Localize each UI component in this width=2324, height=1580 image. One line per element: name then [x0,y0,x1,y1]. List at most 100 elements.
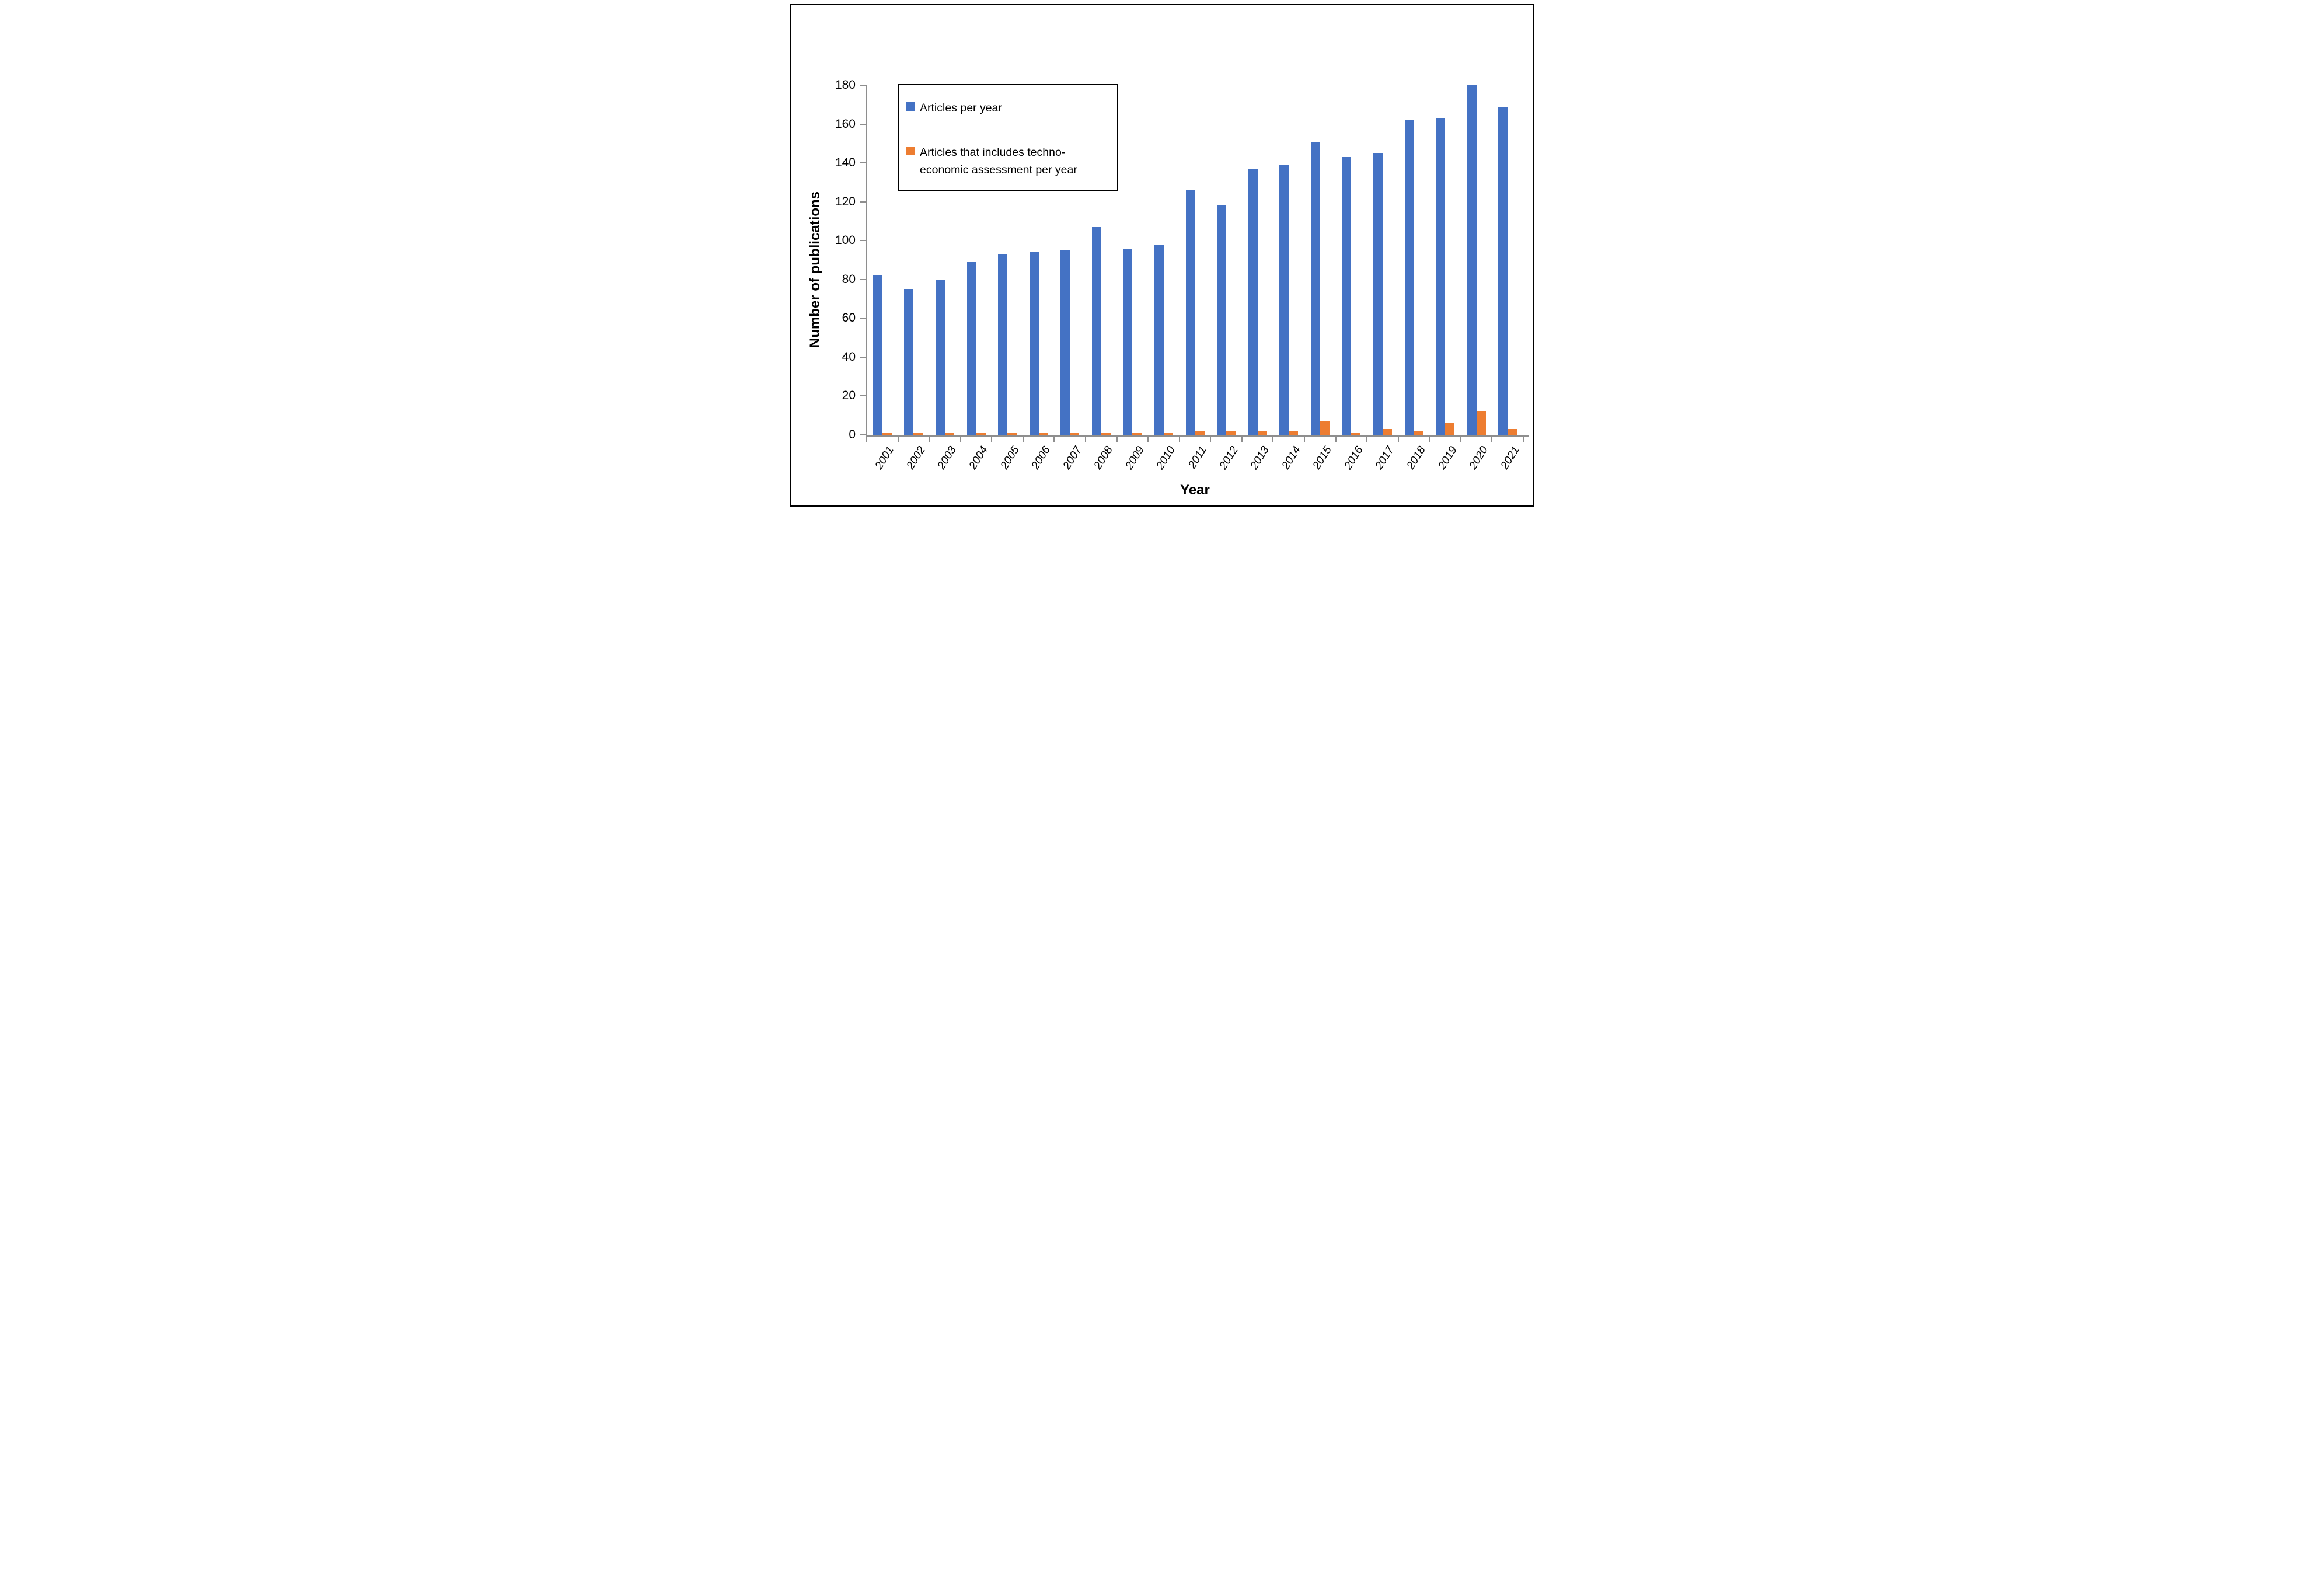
bar-articles-2009 [1123,248,1133,435]
plot-area: 0 20 40 60 80 100 120 140 160 180 2001 2002 2003 2004… [791,5,1533,505]
x-axis-tick [1491,437,1493,442]
x-axis-tick [1147,437,1149,442]
bar-tea-2015 [1320,421,1330,435]
x-tick-label-2010: 2010 [1154,444,1178,472]
x-axis-tick [1022,437,1024,442]
x-tick-label-2002: 2002 [904,444,928,472]
x-tick-label-2018: 2018 [1404,444,1428,472]
bar-tea-2016 [1351,433,1361,435]
bar-tea-2017 [1382,429,1392,435]
x-axis-tick [897,437,899,442]
bar-tea-2014 [1289,431,1299,435]
y-tick-label: 60 [842,311,856,325]
x-axis-tick [1460,437,1461,442]
x-tick-label-2004: 2004 [966,444,990,472]
x-axis-tick [1053,437,1055,442]
bar-tea-2013 [1257,431,1267,435]
x-axis-tick [1272,437,1274,442]
y-tick-label: 160 [835,117,856,131]
bar-articles-2015 [1310,141,1320,435]
x-tick-label-2015: 2015 [1310,444,1335,472]
bar-articles-2010 [1154,244,1164,435]
y-tick-label: 0 [849,428,856,441]
x-axis-tick [866,437,867,442]
bar-articles-2004 [966,261,976,435]
bar-articles-2008 [1091,226,1101,435]
x-tick-label-2019: 2019 [1436,444,1460,472]
bar-tea-2007 [1070,433,1080,435]
x-axis-tick [1210,437,1212,442]
bar-articles-2020 [1467,85,1477,435]
bar-articles-2005 [998,254,1008,435]
legend-label: Articles that includes techno-economic a… [920,146,1077,177]
bar-tea-2008 [1101,433,1111,435]
y-tick-label: 20 [842,389,856,403]
x-tick-label-2007: 2007 [1060,444,1084,472]
x-tick-label-2003: 2003 [935,444,959,472]
bar-tea-2012 [1226,431,1236,435]
y-axis-tick [860,240,866,242]
x-axis-tick [1335,437,1337,442]
x-tick-label-2011: 2011 [1186,444,1209,471]
x-axis-tick [1116,437,1118,442]
x-tick-label-2001: 2001 [873,444,897,472]
x-tick-label-2016: 2016 [1342,444,1366,472]
bar-tea-2002 [913,433,923,435]
legend: Articles per year Articles that includes… [898,84,1118,191]
bar-tea-2003 [944,433,954,435]
y-tick-label: 100 [835,233,856,247]
y-axis-line [866,85,867,437]
x-axis-tick [1523,437,1524,442]
x-axis-tick [1241,437,1243,442]
y-axis-tick [860,123,866,125]
x-axis-line [866,435,1529,437]
y-axis-tick [860,162,866,164]
bar-tea-2018 [1414,431,1423,435]
bar-tea-2009 [1132,433,1142,435]
bar-tea-2004 [976,433,986,435]
bar-articles-2001 [873,275,882,435]
x-tick-label-2014: 2014 [1279,444,1303,472]
x-axis-tick [1085,437,1086,442]
y-tick-label: 80 [842,272,856,286]
legend-label: Articles per year [920,102,1002,114]
x-axis-tick [959,437,961,442]
x-axis-tick [929,437,930,442]
bar-tea-2019 [1445,423,1455,435]
x-tick-label-2008: 2008 [1091,444,1116,472]
bar-articles-2016 [1342,157,1352,435]
x-tick-label-2005: 2005 [998,444,1022,472]
legend-item-articles: Articles per year [906,99,1111,117]
legend-item-tea: Articles that includes techno-economic a… [906,144,1111,179]
x-tick-label-2006: 2006 [1029,444,1053,472]
y-tick-label: 40 [842,350,856,364]
bar-tea-2021 [1508,429,1517,435]
chart-figure: Number of publications Year 0 20 40 60 80 100… [790,4,1534,507]
legend-swatch-orange [906,147,915,156]
bar-tea-2020 [1476,411,1486,435]
y-axis-tick [860,434,866,435]
bar-articles-2021 [1498,106,1508,435]
x-axis-title: Year [1180,482,1210,498]
x-tick-label-2012: 2012 [1217,444,1241,472]
bar-tea-2005 [1007,433,1017,435]
bar-articles-2017 [1373,153,1383,435]
x-tick-label-2021: 2021 [1498,444,1522,472]
y-tick-label: 140 [835,156,856,170]
bar-articles-2007 [1060,250,1070,435]
bar-articles-2003 [935,279,945,435]
x-tick-label-2020: 2020 [1467,444,1491,472]
bar-articles-2019 [1436,118,1446,435]
y-axis-tick [860,395,866,397]
bar-articles-2002 [904,289,914,435]
y-tick-label: 120 [835,194,856,208]
bar-articles-2012 [1217,205,1227,435]
bar-tea-2006 [1038,433,1048,435]
y-axis-tick [860,278,866,280]
x-axis-tick [1397,437,1399,442]
bar-articles-2011 [1185,190,1195,435]
x-tick-label-2009: 2009 [1123,444,1147,472]
y-tick-label: 180 [835,78,856,92]
x-axis-tick [991,437,993,442]
bar-articles-2006 [1029,252,1039,435]
